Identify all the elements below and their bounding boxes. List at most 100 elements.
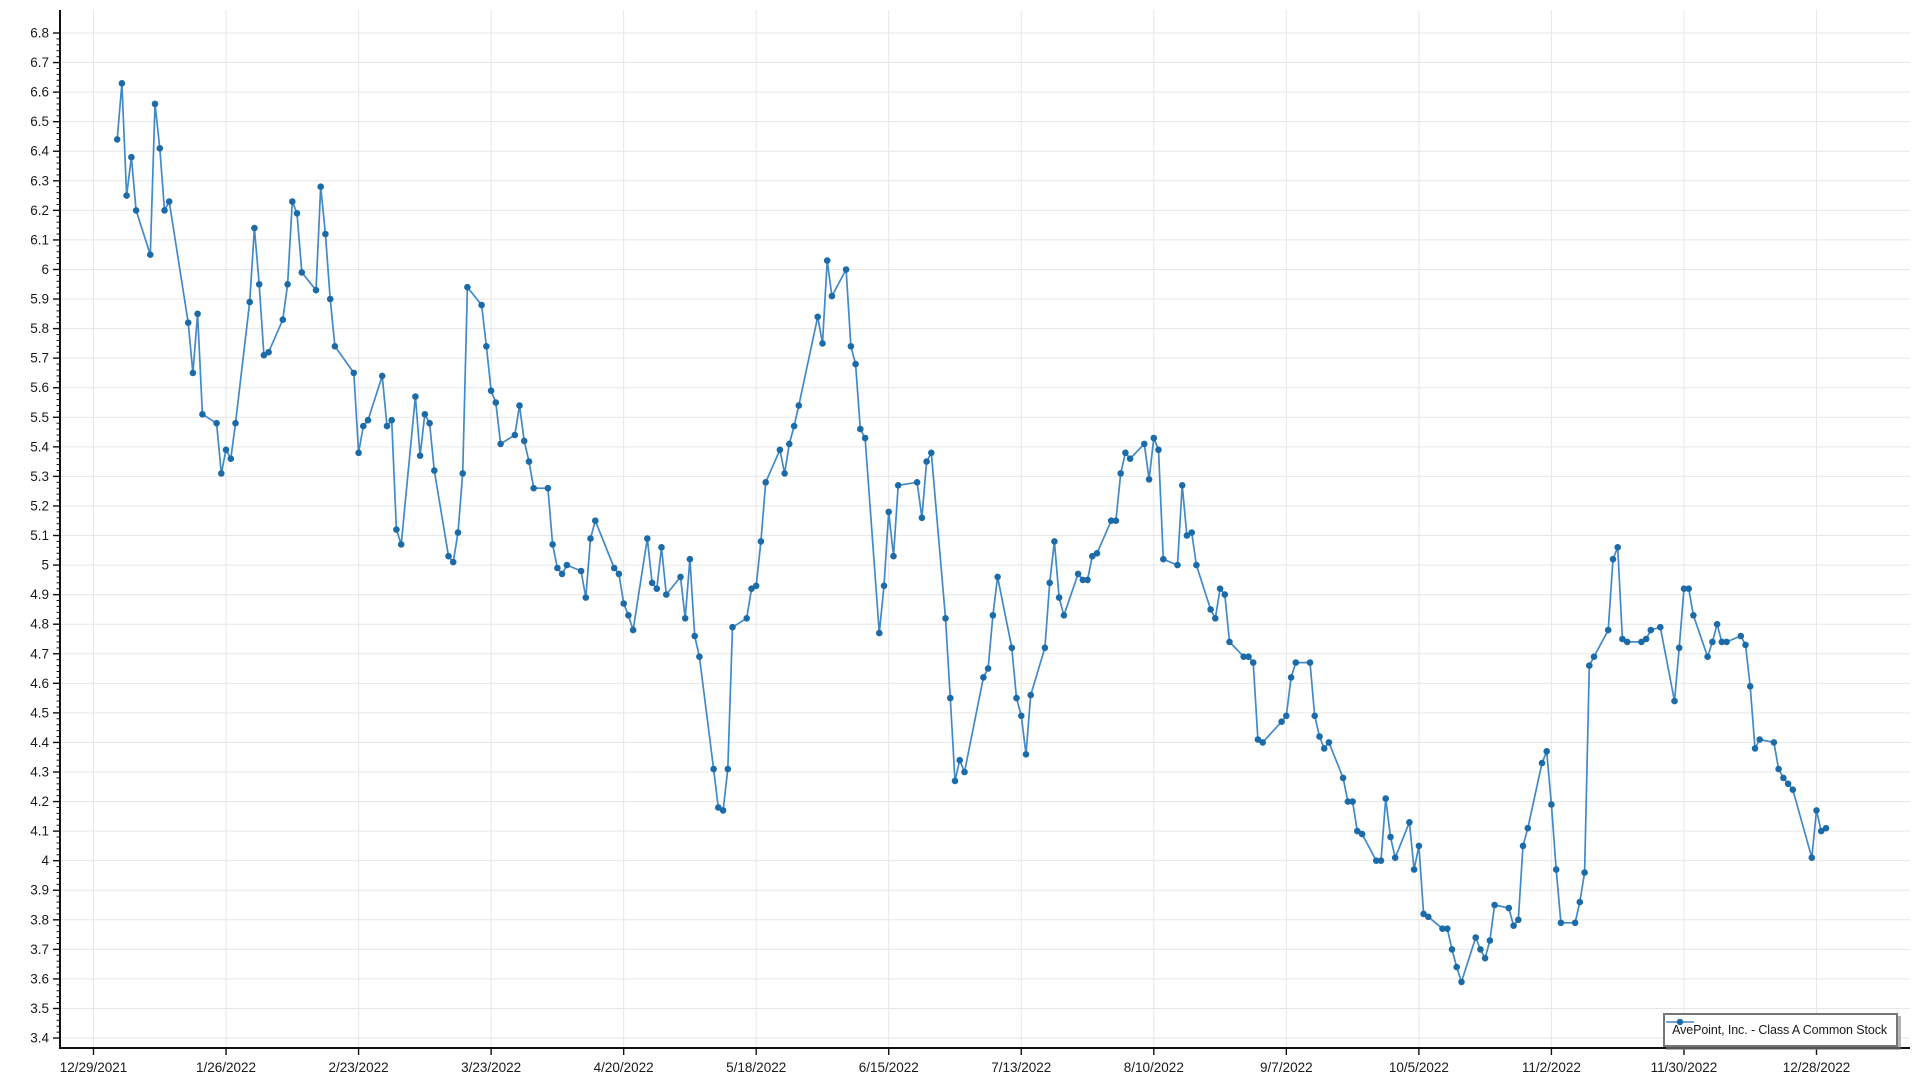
data-point-marker xyxy=(1391,854,1399,861)
data-point-marker xyxy=(956,756,963,764)
data-point-marker xyxy=(715,804,722,811)
data-point-marker xyxy=(1155,446,1162,454)
svg-text:3.8: 3.8 xyxy=(30,912,49,927)
data-point-marker xyxy=(852,360,859,368)
data-point-marker xyxy=(790,422,798,430)
data-point-marker xyxy=(123,192,130,199)
data-point-marker xyxy=(1822,824,1830,832)
data-point-marker xyxy=(743,615,750,622)
data-point-marker xyxy=(184,319,192,327)
data-point-marker xyxy=(1524,824,1532,832)
data-point-marker xyxy=(894,482,902,489)
data-point-marker xyxy=(1458,978,1465,986)
data-point-marker xyxy=(454,529,462,536)
svg-text:5.2: 5.2 xyxy=(30,498,49,513)
data-point-marker xyxy=(1178,482,1186,489)
data-point-marker xyxy=(582,594,590,601)
data-point-marker xyxy=(1619,635,1626,643)
svg-text:6/15/2022: 6/15/2022 xyxy=(859,1060,919,1075)
data-point-marker xyxy=(1453,963,1460,971)
data-point-marker xyxy=(857,425,864,433)
data-point-marker xyxy=(1126,455,1134,463)
data-point-marker xyxy=(1349,798,1356,805)
data-point-marker xyxy=(648,579,656,587)
data-point-marker xyxy=(1084,576,1091,584)
data-point-marker xyxy=(279,316,287,324)
svg-text:6.5: 6.5 xyxy=(30,114,49,129)
data-point-marker xyxy=(1543,748,1550,755)
data-point-marker xyxy=(1519,842,1527,850)
data-point-marker xyxy=(1713,620,1721,628)
data-point-marker xyxy=(1737,632,1745,640)
data-point-marker xyxy=(828,292,836,300)
data-point-marker xyxy=(880,582,888,590)
data-point-marker xyxy=(1477,946,1484,953)
svg-text:7/13/2022: 7/13/2022 xyxy=(991,1060,1051,1075)
data-point-marker xyxy=(293,210,301,217)
svg-text:4.3: 4.3 xyxy=(30,765,49,780)
data-point-marker xyxy=(255,281,263,288)
data-point-marker xyxy=(1358,830,1366,838)
data-point-marker xyxy=(1647,626,1655,634)
data-point-marker xyxy=(1183,532,1191,539)
data-point-marker xyxy=(492,399,500,406)
svg-text:6.3: 6.3 xyxy=(30,173,49,188)
data-point-marker xyxy=(1784,780,1792,788)
data-point-marker xyxy=(530,484,537,492)
data-point-marker xyxy=(951,777,959,785)
data-point-marker xyxy=(431,467,438,474)
series-avepoint xyxy=(113,80,1830,986)
data-point-marker xyxy=(554,564,561,572)
data-point-marker xyxy=(331,343,339,350)
data-point-marker xyxy=(1287,674,1295,681)
data-point-marker xyxy=(1789,786,1797,793)
data-point-marker xyxy=(681,615,689,622)
legend[interactable]: AvePoint, Inc. - Class A Common Stock xyxy=(1663,1013,1898,1047)
data-point-marker xyxy=(511,431,519,439)
data-point-marker xyxy=(786,440,793,448)
data-point-marker xyxy=(1808,854,1816,861)
data-point-marker xyxy=(1377,857,1385,864)
data-point-marker xyxy=(1022,751,1030,758)
data-point-marker xyxy=(1510,922,1517,929)
data-point-marker xyxy=(861,434,869,442)
data-point-marker xyxy=(364,416,372,424)
svg-text:9/7/2022: 9/7/2022 xyxy=(1260,1060,1313,1075)
data-point-marker xyxy=(710,765,717,773)
data-point-marker xyxy=(663,591,670,598)
data-point-marker xyxy=(1576,898,1584,906)
data-point-marker xyxy=(520,437,528,445)
data-point-marker xyxy=(445,552,452,560)
svg-text:3.7: 3.7 xyxy=(30,942,49,957)
data-point-marker xyxy=(412,393,419,400)
price-line xyxy=(116,82,1827,983)
legend-series-label: AvePoint, Inc. - Class A Common Stock xyxy=(1672,1023,1887,1037)
svg-text:12/29/2021: 12/29/2021 xyxy=(60,1060,128,1075)
svg-text:8/10/2022: 8/10/2022 xyxy=(1124,1060,1184,1075)
data-point-marker xyxy=(1046,579,1053,587)
data-point-marker xyxy=(1472,934,1479,941)
data-point-marker xyxy=(317,183,325,190)
data-point-marker xyxy=(1093,550,1101,557)
data-point-marker xyxy=(691,632,698,640)
data-point-marker xyxy=(1770,739,1778,746)
data-point-marker xyxy=(128,153,135,161)
data-point-marker xyxy=(1018,712,1025,720)
data-point-marker xyxy=(1212,615,1219,622)
data-point-marker xyxy=(118,80,126,87)
data-point-marker xyxy=(416,452,424,460)
data-point-marker xyxy=(625,612,632,619)
data-point-marker xyxy=(1060,612,1068,619)
data-point-marker xyxy=(729,623,736,631)
data-point-marker xyxy=(350,369,358,377)
data-point-marker xyxy=(1538,759,1546,767)
gridlines xyxy=(60,10,1910,1048)
data-point-marker xyxy=(1292,659,1300,666)
data-point-marker xyxy=(1623,638,1631,646)
data-point-marker xyxy=(1320,745,1328,752)
data-point-marker xyxy=(1117,470,1124,477)
data-point-marker xyxy=(383,422,391,430)
data-point-marker xyxy=(1245,653,1252,660)
data-point-marker xyxy=(592,517,599,524)
